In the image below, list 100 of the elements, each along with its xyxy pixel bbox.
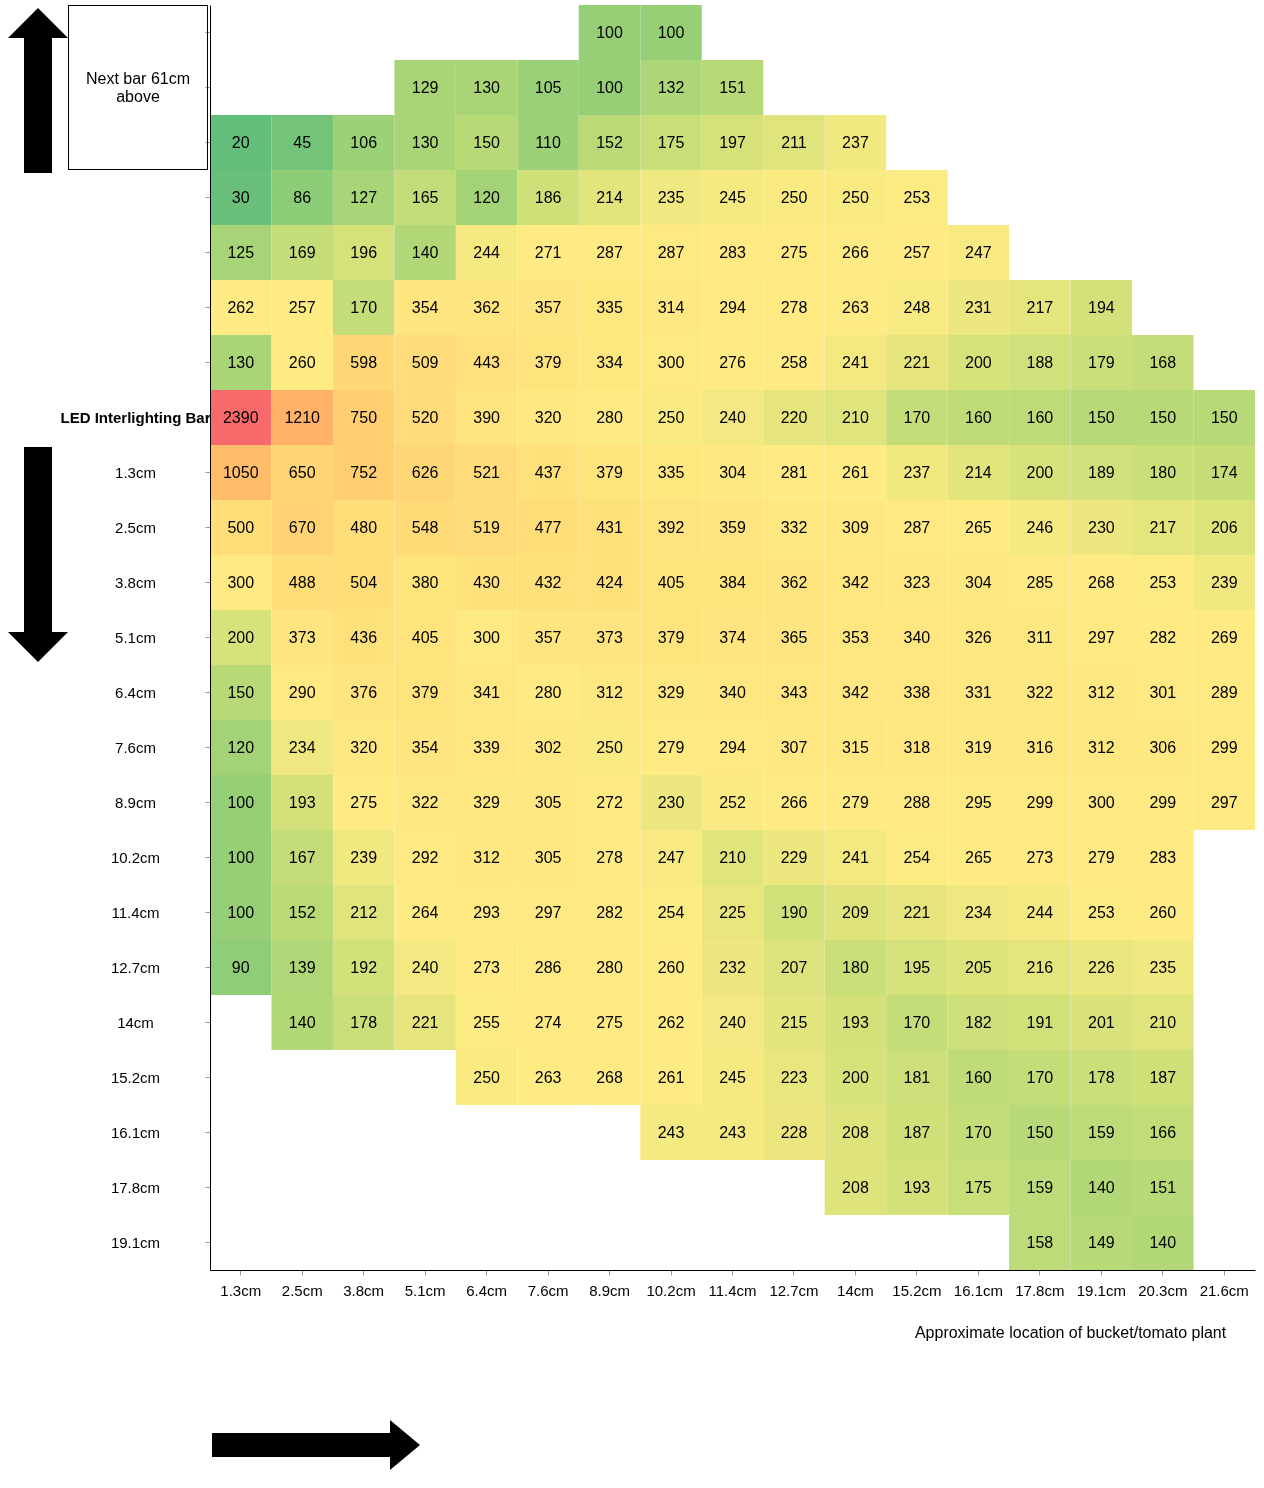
data-label: 200 [842, 1068, 869, 1086]
data-label: 150 [1210, 408, 1238, 426]
data-label: 488 [288, 573, 316, 591]
data-label: 670 [288, 518, 316, 536]
data-label: 215 [780, 1013, 808, 1031]
x-tick-label: 21.6cm [1199, 1281, 1249, 1299]
data-label: 329 [473, 793, 501, 811]
data-label: 150 [227, 683, 255, 701]
data-label: 379 [534, 353, 562, 371]
data-label: 220 [780, 408, 808, 426]
data-label: 519 [473, 518, 501, 536]
data-label: 247 [657, 848, 685, 866]
data-label: 178 [350, 1013, 378, 1031]
data-label: 45 [293, 133, 312, 151]
data-label: 504 [350, 573, 378, 591]
data-label: 241 [842, 848, 869, 866]
data-label: 1210 [284, 408, 321, 426]
data-label: 175 [965, 1178, 992, 1196]
data-label: 281 [780, 463, 808, 481]
data-label: 311 [1027, 628, 1053, 646]
data-label: 150 [1087, 408, 1115, 426]
data-label: 278 [596, 848, 623, 866]
data-label: 269 [1210, 628, 1238, 646]
data-label: 240 [719, 1013, 746, 1031]
data-label: 187 [903, 1123, 931, 1141]
data-label: 205 [965, 958, 992, 976]
data-label: 261 [657, 1068, 685, 1086]
data-label: 304 [965, 573, 992, 591]
data-label: 231 [965, 298, 992, 316]
data-label: 297 [534, 903, 562, 921]
data-label: 234 [965, 903, 992, 921]
data-label: 305 [534, 793, 562, 811]
data-label: 379 [411, 683, 439, 701]
data-label: 234 [288, 738, 316, 756]
data-label: 210 [1149, 1013, 1177, 1031]
data-label: 299 [1026, 793, 1054, 811]
data-label: 166 [1149, 1123, 1177, 1141]
data-label: 180 [842, 958, 869, 976]
data-label: 339 [473, 738, 501, 756]
data-label: 343 [780, 683, 808, 701]
data-label: 170 [1026, 1068, 1054, 1086]
data-label: 272 [596, 793, 623, 811]
data-label: 245 [719, 1068, 746, 1086]
data-label: 266 [842, 243, 869, 261]
x-tick-label: 14cm [837, 1281, 874, 1299]
data-label: 750 [350, 408, 378, 426]
data-label: 250 [780, 188, 808, 206]
data-label: 342 [842, 683, 869, 701]
data-label: 282 [596, 903, 623, 921]
data-label: 151 [719, 78, 746, 96]
data-label: 322 [411, 793, 439, 811]
data-label: 20 [231, 133, 250, 151]
data-label: 332 [780, 518, 808, 536]
data-label: 106 [350, 133, 378, 151]
data-label: 307 [780, 738, 808, 756]
data-label: 304 [719, 463, 746, 481]
data-label: 341 [473, 683, 501, 701]
data-label: 139 [288, 958, 316, 976]
data-label: 255 [473, 1013, 501, 1031]
data-label: 208 [842, 1178, 869, 1196]
data-label: 240 [719, 408, 746, 426]
data-label: 2390 [222, 408, 259, 426]
x-tick-label: 16.1cm [953, 1281, 1003, 1299]
data-label: 500 [227, 518, 255, 536]
data-label: 305 [534, 848, 562, 866]
data-label: 292 [411, 848, 439, 866]
data-label: 1050 [222, 463, 259, 481]
data-label: 170 [965, 1123, 992, 1141]
data-label: 30 [231, 188, 250, 206]
x-tick-label: 2.5cm [281, 1281, 323, 1299]
data-label: 174 [1210, 463, 1238, 481]
data-label: 265 [965, 518, 992, 536]
data-label: 260 [657, 958, 685, 976]
y-tick-label: 10.2cm [110, 848, 161, 866]
data-label: 200 [965, 353, 992, 371]
data-label: 125 [227, 243, 255, 261]
data-label: 331 [965, 683, 992, 701]
y-tick-label: LED Interlighting Bar [60, 408, 211, 426]
data-label: 193 [842, 1013, 869, 1031]
data-label: 430 [473, 573, 501, 591]
data-label: 301 [1149, 683, 1177, 701]
data-label: 193 [903, 1178, 931, 1196]
data-label: 273 [1026, 848, 1054, 866]
data-label: 181 [903, 1068, 931, 1086]
data-label: 170 [903, 1013, 931, 1031]
y-tick-label: 19.1cm [110, 1233, 161, 1251]
data-label: 150 [1149, 408, 1177, 426]
data-label: 275 [350, 793, 378, 811]
data-label: 232 [719, 958, 746, 976]
data-label: 379 [657, 628, 685, 646]
data-label: 160 [965, 408, 992, 426]
data-label: 509 [411, 353, 439, 371]
data-label: 210 [842, 408, 869, 426]
data-label: 275 [596, 1013, 623, 1031]
data-label: 424 [596, 573, 623, 591]
data-label: 90 [231, 958, 250, 976]
data-label: 152 [596, 133, 623, 151]
data-label: 182 [965, 1013, 992, 1031]
y-tick-label: 11.4cm [111, 903, 160, 921]
data-label: 376 [350, 683, 378, 701]
